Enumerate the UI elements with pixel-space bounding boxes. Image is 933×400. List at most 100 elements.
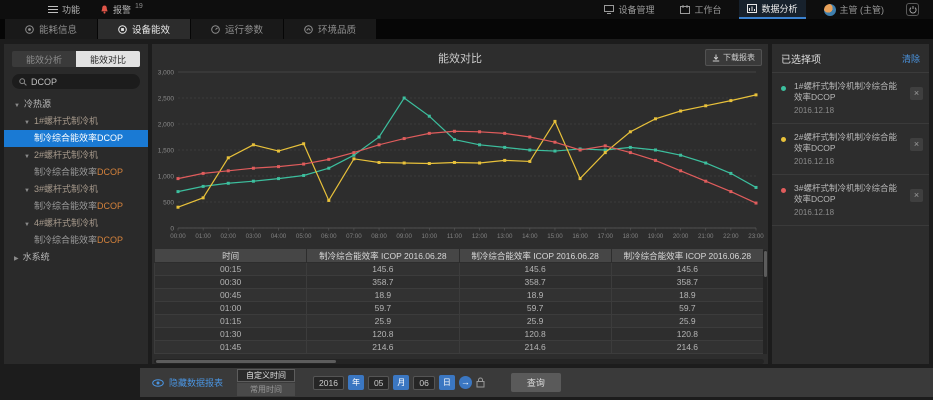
table-row[interactable]: 01:30 120.8 120.8 120.8 [153, 327, 765, 341]
monitor-icon [604, 5, 615, 14]
table-row[interactable]: 00:15 145.6 145.6 145.6 [153, 262, 765, 276]
table-cell: 214.6 [306, 340, 460, 354]
month-unit-button[interactable]: 月 [393, 375, 410, 390]
scrollbar-thumb[interactable] [763, 251, 767, 277]
toggle-efficiency-compare[interactable]: 能效对比 [76, 51, 140, 67]
remove-item-button[interactable]: × [910, 87, 923, 100]
nav-workbench[interactable]: 工作台 [672, 0, 729, 19]
tree-item-water-system[interactable]: ▶ 水系统 [4, 249, 148, 266]
tree-item-label: 2#螺杆式制冷机 [33, 150, 98, 160]
sidebar-search[interactable] [12, 74, 140, 89]
table-cell: 214.6 [610, 340, 765, 354]
clear-selection-link[interactable]: 清除 [901, 54, 920, 64]
series-color-dot [781, 86, 786, 91]
column-header-time[interactable]: 时间 [153, 248, 308, 263]
year-unit-button[interactable]: 年 [347, 375, 364, 390]
tree-item-chiller-2[interactable]: ▼ 2#螺杆式制冷机 [4, 147, 148, 164]
svg-text:20:00: 20:00 [673, 233, 689, 240]
svg-text:02:00: 02:00 [221, 233, 237, 240]
common-time-button[interactable]: 常用时间 [237, 383, 296, 396]
svg-text:1,000: 1,000 [158, 173, 175, 180]
toggle-efficiency-analysis[interactable]: 能效分析 [12, 51, 76, 67]
tree-item-label: 制冷综合能效率 [34, 167, 98, 177]
table-cell: 120.8 [306, 327, 460, 341]
column-header-icop-1[interactable]: 制冷综合能效率 ICOP 2016.06.28 [306, 248, 460, 263]
column-header-icop-2[interactable]: 制冷综合能效率 ICOP 2016.06.28 [458, 248, 612, 263]
tree-item-dcop-4[interactable]: 制冷综合能效率DCOP [4, 232, 148, 249]
sidebar-mode-toggle: 能效分析 能效对比 [12, 51, 140, 67]
remove-item-button[interactable]: × [910, 137, 923, 151]
svg-text:14:00: 14:00 [522, 233, 538, 240]
table-row[interactable]: 00:45 18.9 18.9 18.9 [153, 288, 765, 302]
month-value[interactable]: 05 [367, 375, 390, 390]
tree-item-suffix: DCOP [97, 167, 124, 177]
table-cell: 00:45 [153, 288, 308, 302]
tab-label: 能耗信息 [38, 25, 77, 36]
tab-device-efficiency[interactable]: 设备能效 [98, 19, 190, 39]
table-cell: 59.7 [306, 301, 460, 315]
svg-text:04:00: 04:00 [271, 233, 287, 240]
tree-item-dcop-1[interactable]: 制冷综合能效率DCOP [4, 130, 148, 147]
custom-time-button[interactable]: 自定义时间 [237, 369, 296, 382]
selected-item-3[interactable]: 3#螺杆式制冷机制冷综合能效率DCOP 2016.12.18 × [772, 175, 929, 226]
table-cell: 00:30 [153, 275, 308, 289]
query-button[interactable]: 查询 [510, 373, 561, 392]
apply-date-button[interactable]: → [458, 376, 472, 389]
nav-device-management[interactable]: 设备管理 [596, 0, 662, 19]
tab-energy-info[interactable]: 能耗信息 [5, 19, 97, 39]
day-value[interactable]: 06 [413, 375, 435, 390]
tree-item-label: 水系统 [22, 252, 50, 262]
selected-item-date: 2016.12.18 [794, 105, 835, 115]
table-row[interactable]: 01:15 25.9 25.9 25.9 [153, 314, 765, 328]
selected-item-2[interactable]: 2#螺杆式制冷机制冷综合能效率DCOP 2016.12.18 × [772, 124, 929, 175]
tree-item-label: 制冷综合能效率 [34, 235, 98, 245]
tab-run-parameters[interactable]: 运行参数 [191, 19, 283, 39]
tree-item-cold-heat-source[interactable]: ▼ 冷热源 [4, 96, 148, 113]
tree-item-dcop-2[interactable]: 制冷综合能效率DCOP [4, 164, 148, 181]
remove-item-button[interactable]: × [910, 188, 923, 202]
tree-item-dcop-3[interactable]: 制冷综合能效率DCOP [4, 198, 148, 215]
bottom-toolbar: 隐藏数据报表 自定义时间 常用时间 2016 年 05 月 06 日 → 查询 [140, 368, 933, 397]
menu-button[interactable]: 功能 [38, 0, 90, 19]
svg-text:0: 0 [170, 225, 174, 232]
tree-item-chiller-1[interactable]: ▼ 1#螺杆式制冷机 [4, 113, 148, 130]
data-table: 时间 制冷综合能效率 ICOP 2016.06.28 制冷综合能效率 ICOP … [153, 248, 765, 354]
selected-panel-header: 已选择项 清除 [772, 44, 929, 73]
chart-panel: 能效对比 下载报表 0 500 1,000 1,500 2,000 2,500 3,000 0… [152, 44, 768, 364]
table-horizontal-scrollbar[interactable] [154, 359, 764, 364]
tree-item-chiller-3[interactable]: ▼ 3#螺杆式制冷机 [4, 181, 148, 198]
table-row[interactable]: 00:30 358.7 358.7 358.7 [153, 275, 765, 289]
tree-item-suffix: DCOP [97, 201, 124, 211]
hide-data-table-toggle[interactable]: 隐藏数据报表 [152, 376, 223, 389]
scrollbar-thumb[interactable] [156, 360, 336, 363]
download-report-button[interactable]: 下载报表 [705, 49, 762, 66]
day-unit-button[interactable]: 日 [438, 375, 455, 390]
table-vertical-scrollbar[interactable] [763, 250, 767, 354]
efficiency-line-chart[interactable]: 0 500 1,000 1,500 2,000 2,500 3,000 00:00 01:00 0… [156, 66, 765, 244]
chevron-down-icon: ▼ [24, 154, 30, 160]
table-cell: 25.9 [610, 314, 765, 328]
selected-item-date: 2016.12.18 [794, 156, 835, 166]
column-header-icop-3[interactable]: 制冷综合能效率 ICOP 2016.06.28 [610, 248, 765, 263]
user-menu[interactable]: 主管 (主管) [816, 0, 893, 19]
table-cell: 18.9 [610, 288, 765, 302]
svg-text:12:00: 12:00 [472, 233, 488, 240]
chevron-down-icon: ▼ [14, 103, 20, 109]
tab-environment-quality[interactable]: 环境品质 [284, 19, 376, 39]
alarm-button[interactable]: 报警 19 [90, 0, 153, 19]
tree-item-chiller-4[interactable]: ▼ 4#螺杆式制冷机 [4, 215, 148, 232]
svg-text:500: 500 [163, 199, 174, 206]
table-cell: 25.9 [458, 314, 612, 328]
nav-label: 设备管理 [618, 5, 655, 15]
svg-text:05:00: 05:00 [296, 233, 312, 240]
svg-text:03:00: 03:00 [246, 233, 262, 240]
year-value[interactable]: 2016 [313, 375, 344, 390]
logout-button[interactable] [906, 3, 919, 16]
table-row[interactable]: 01:00 59.7 59.7 59.7 [153, 301, 765, 315]
selected-item-1[interactable]: 1#螺杆式制冷机制冷综合能效率DCOP 2016.12.18 × [772, 73, 929, 124]
table-row[interactable]: 01:45 214.6 214.6 214.6 [153, 340, 765, 354]
search-input[interactable] [31, 76, 131, 87]
nav-data-analysis[interactable]: 数据分析 [739, 0, 806, 19]
table-cell: 01:00 [153, 301, 308, 315]
